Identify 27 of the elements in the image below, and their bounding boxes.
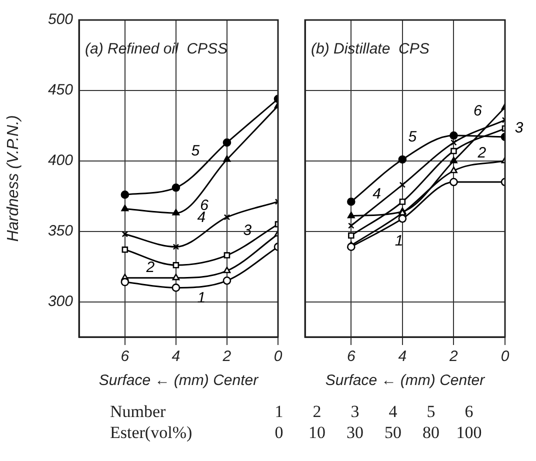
x-tick-label: 6: [346, 348, 356, 366]
series-label: 2: [476, 144, 487, 162]
x-tick-label: 2: [222, 348, 232, 366]
y-tick-label: 350: [48, 222, 74, 240]
y-tick-label: 450: [48, 82, 74, 99]
text: Number 1 2 3 4 5 6: [110, 402, 474, 421]
series-label: 2: [145, 259, 156, 276]
text: Ester(vol%) 0 10 30 50 80 100: [110, 423, 482, 442]
x-tick-label: 6: [120, 348, 130, 366]
x-tick-label: 0: [500, 348, 510, 366]
x-tick-label: 4: [172, 348, 180, 366]
series-label: 1: [394, 232, 404, 250]
series-label: 4: [372, 185, 381, 202]
x-tick-label: 4: [398, 348, 407, 366]
y-axis-title: Hardness (V.P.N.): [5, 115, 22, 242]
series-label: 4: [197, 209, 206, 226]
x-axis-title: Surface ← (mm) Center: [98, 372, 260, 389]
x-tick-label: 0: [274, 348, 283, 366]
y-tick-label: 500: [48, 11, 74, 28]
y-tick-label: 400: [48, 152, 74, 170]
x-tick-label: 2: [448, 348, 459, 366]
y-tick-label: 300: [48, 292, 74, 310]
series-label: 3: [514, 120, 524, 137]
series-label: 5: [408, 128, 418, 146]
series-label: 5: [191, 142, 200, 160]
series-label: 6: [473, 102, 482, 120]
x-axis-title: Surface ← (mm) Center: [324, 372, 486, 389]
